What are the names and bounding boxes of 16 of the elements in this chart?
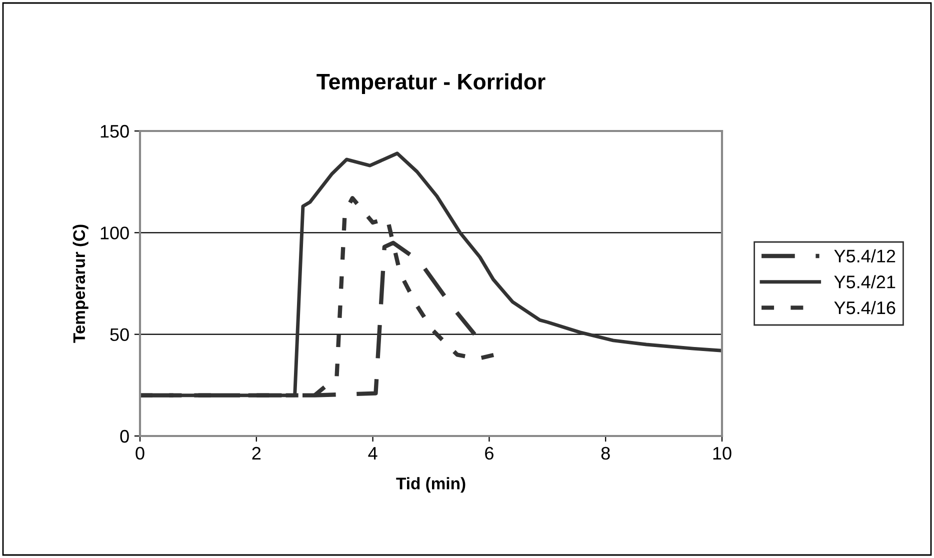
y-tick-label: 50	[110, 328, 129, 342]
y-axis-title: Temperarur (C)	[72, 224, 88, 343]
y-tick-label: 150	[100, 124, 129, 138]
x-axis-title: Tid (min)	[396, 477, 466, 493]
x-tick-label: 2	[252, 446, 261, 460]
x-tick-label: 10	[713, 446, 732, 460]
x-tick-label: 8	[601, 446, 610, 460]
legend-label: Y5.4/16	[834, 300, 896, 314]
x-tick-label: 4	[368, 447, 378, 460]
y-tick-label: 100	[100, 226, 129, 240]
x-tick-label: 0	[136, 446, 144, 460]
legend-label: Y5.4/21	[834, 275, 896, 288]
legend-label: Y5.4/12	[834, 249, 896, 262]
y-tick-label: 0	[120, 430, 129, 443]
x-tick-label: 6	[485, 446, 494, 460]
chart-title: Temperatur - Korridor	[316, 73, 546, 94]
